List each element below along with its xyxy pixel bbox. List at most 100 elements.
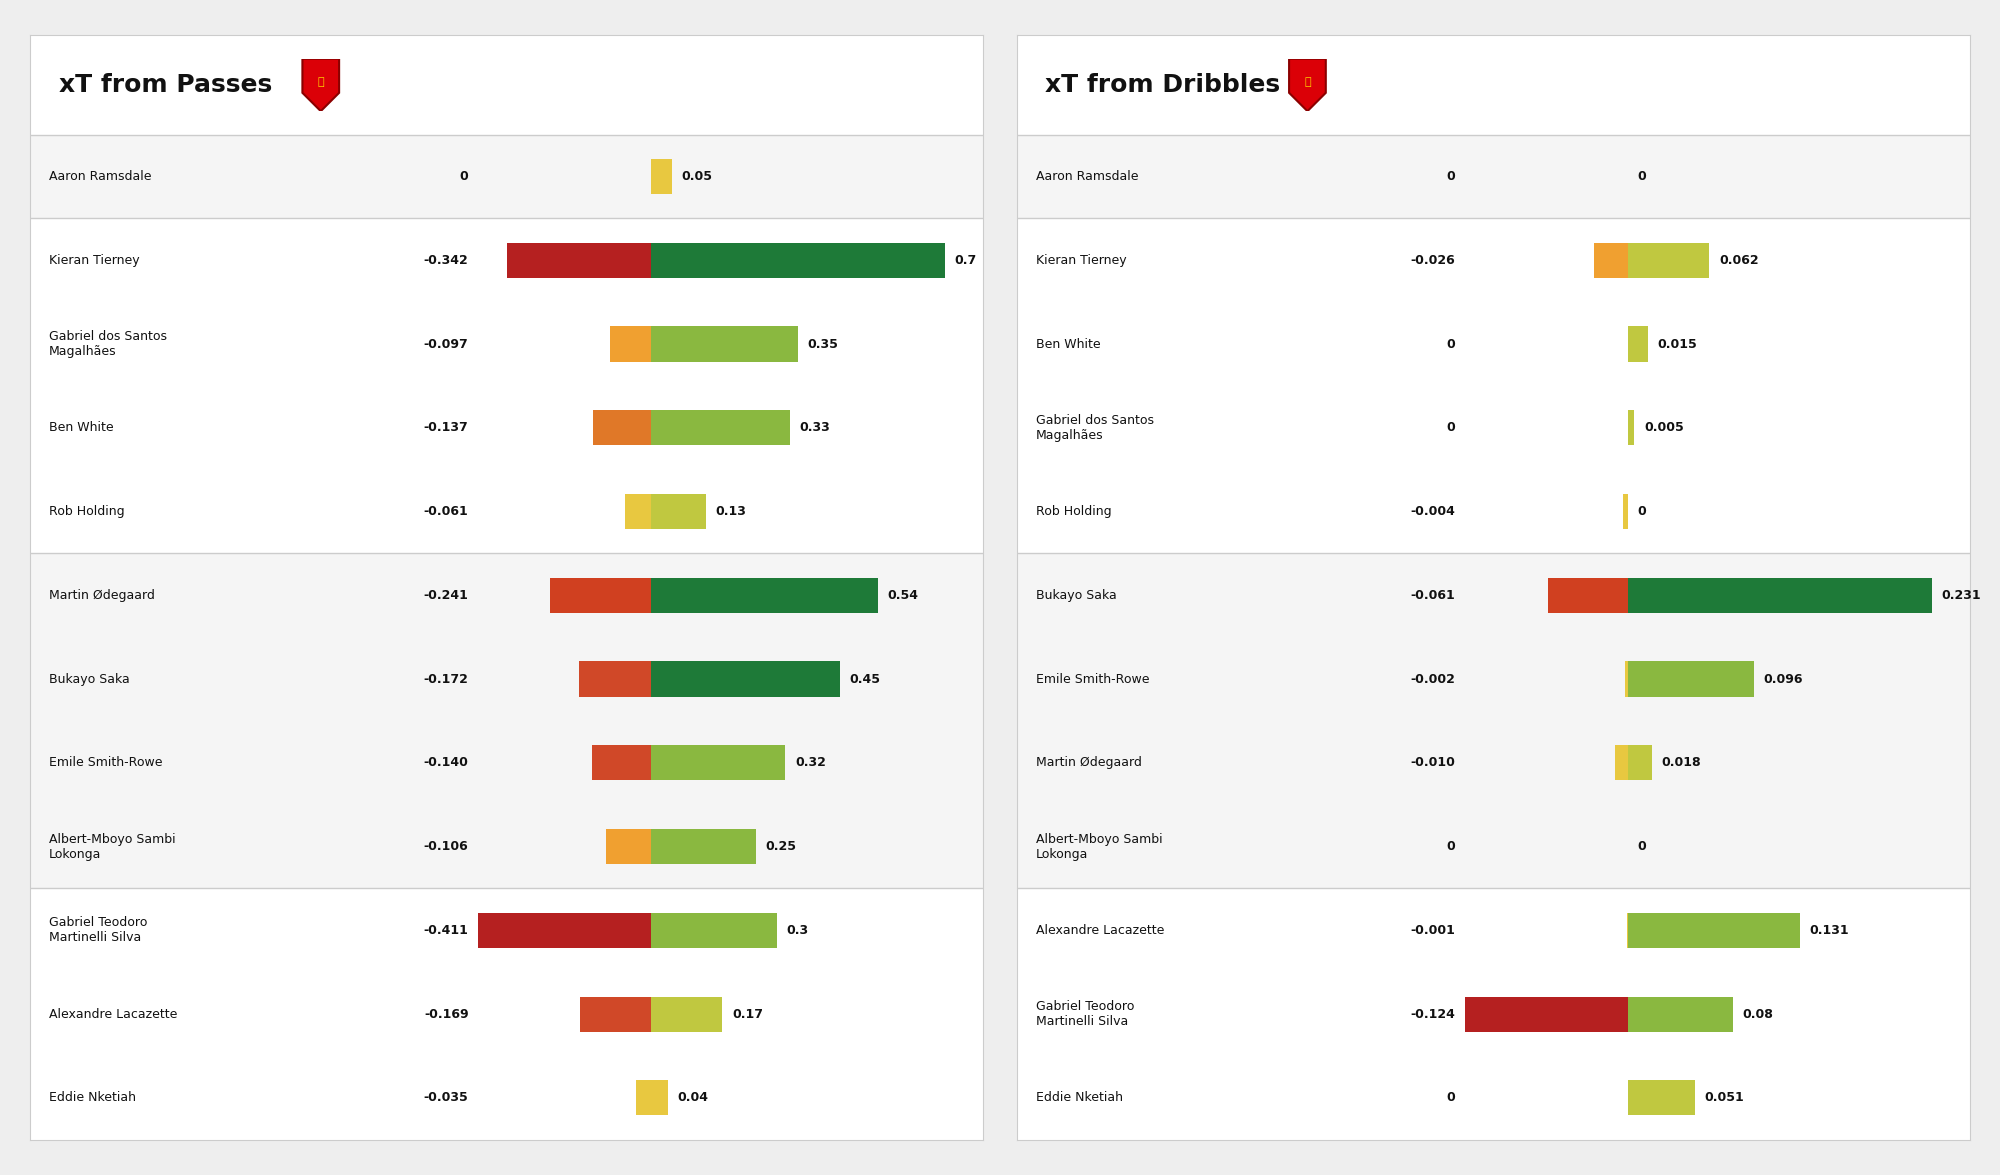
Text: Gabriel dos Santos
Magalhães: Gabriel dos Santos Magalhães bbox=[1036, 414, 1154, 442]
Text: -0.137: -0.137 bbox=[424, 422, 468, 435]
Text: 0.08: 0.08 bbox=[1742, 1008, 1774, 1021]
FancyBboxPatch shape bbox=[636, 1080, 650, 1115]
Text: Rob Holding: Rob Holding bbox=[1036, 505, 1112, 518]
Text: -0.004: -0.004 bbox=[1410, 505, 1456, 518]
Text: -0.342: -0.342 bbox=[424, 254, 468, 267]
FancyBboxPatch shape bbox=[478, 913, 650, 948]
FancyBboxPatch shape bbox=[1626, 662, 1628, 697]
FancyBboxPatch shape bbox=[650, 494, 706, 529]
Text: 0: 0 bbox=[1638, 840, 1646, 853]
Text: 0.13: 0.13 bbox=[716, 505, 746, 518]
FancyBboxPatch shape bbox=[1594, 243, 1628, 277]
FancyBboxPatch shape bbox=[30, 888, 984, 1140]
FancyBboxPatch shape bbox=[30, 135, 984, 219]
Text: 0: 0 bbox=[1446, 337, 1456, 350]
Text: Gabriel Teodoro
Martinelli Silva: Gabriel Teodoro Martinelli Silva bbox=[50, 916, 148, 945]
FancyBboxPatch shape bbox=[1628, 913, 1800, 948]
Text: 0.005: 0.005 bbox=[1644, 422, 1684, 435]
FancyBboxPatch shape bbox=[650, 1080, 668, 1115]
Text: 0.05: 0.05 bbox=[682, 170, 712, 183]
Text: -0.140: -0.140 bbox=[424, 757, 468, 770]
Text: Emile Smith-Rowe: Emile Smith-Rowe bbox=[1036, 672, 1150, 685]
FancyBboxPatch shape bbox=[1628, 996, 1734, 1032]
FancyBboxPatch shape bbox=[650, 913, 778, 948]
Text: Alexandre Lacazette: Alexandre Lacazette bbox=[1036, 924, 1164, 936]
Text: 0: 0 bbox=[1446, 422, 1456, 435]
Text: -0.035: -0.035 bbox=[424, 1092, 468, 1104]
Text: -0.061: -0.061 bbox=[424, 505, 468, 518]
Text: -0.061: -0.061 bbox=[1410, 589, 1456, 602]
Text: 0.018: 0.018 bbox=[1662, 757, 1700, 770]
Text: 0.25: 0.25 bbox=[766, 840, 796, 853]
Text: 0: 0 bbox=[1638, 170, 1646, 183]
Text: -0.001: -0.001 bbox=[1410, 924, 1456, 936]
FancyBboxPatch shape bbox=[650, 159, 672, 194]
FancyBboxPatch shape bbox=[650, 662, 840, 697]
Text: Emile Smith-Rowe: Emile Smith-Rowe bbox=[50, 757, 162, 770]
Text: 0.231: 0.231 bbox=[1942, 589, 1982, 602]
FancyBboxPatch shape bbox=[592, 745, 650, 780]
FancyBboxPatch shape bbox=[610, 327, 650, 362]
FancyBboxPatch shape bbox=[650, 327, 798, 362]
Text: Bukayo Saka: Bukayo Saka bbox=[1036, 589, 1116, 602]
Text: 0.096: 0.096 bbox=[1764, 672, 1804, 685]
Text: 0.54: 0.54 bbox=[888, 589, 918, 602]
Text: 0.33: 0.33 bbox=[800, 422, 830, 435]
FancyBboxPatch shape bbox=[1628, 662, 1754, 697]
FancyBboxPatch shape bbox=[650, 745, 786, 780]
FancyBboxPatch shape bbox=[30, 553, 984, 888]
Text: Martin Ødegaard: Martin Ødegaard bbox=[1036, 757, 1142, 770]
Text: 0.7: 0.7 bbox=[954, 254, 976, 267]
FancyBboxPatch shape bbox=[550, 578, 650, 613]
Text: 0: 0 bbox=[1446, 170, 1456, 183]
FancyBboxPatch shape bbox=[1628, 1080, 1696, 1115]
FancyBboxPatch shape bbox=[650, 830, 756, 864]
Text: 0.062: 0.062 bbox=[1720, 254, 1758, 267]
Text: -0.124: -0.124 bbox=[1410, 1008, 1456, 1021]
FancyBboxPatch shape bbox=[650, 410, 790, 445]
Text: Aaron Ramsdale: Aaron Ramsdale bbox=[50, 170, 152, 183]
Text: Aaron Ramsdale: Aaron Ramsdale bbox=[1036, 170, 1138, 183]
Text: Kieran Tierney: Kieran Tierney bbox=[1036, 254, 1126, 267]
Text: 0: 0 bbox=[460, 170, 468, 183]
FancyBboxPatch shape bbox=[1548, 578, 1628, 613]
Text: Rob Holding: Rob Holding bbox=[50, 505, 124, 518]
Text: 0.35: 0.35 bbox=[808, 337, 838, 350]
Text: 0: 0 bbox=[1446, 840, 1456, 853]
FancyBboxPatch shape bbox=[508, 243, 650, 277]
Text: -0.002: -0.002 bbox=[1410, 672, 1456, 685]
Text: -0.010: -0.010 bbox=[1410, 757, 1456, 770]
Text: Ben White: Ben White bbox=[50, 422, 114, 435]
FancyBboxPatch shape bbox=[578, 662, 650, 697]
Text: Kieran Tierney: Kieran Tierney bbox=[50, 254, 140, 267]
Text: 0.04: 0.04 bbox=[678, 1092, 708, 1104]
FancyBboxPatch shape bbox=[580, 996, 650, 1032]
Text: xT from Passes: xT from Passes bbox=[58, 73, 272, 98]
FancyBboxPatch shape bbox=[30, 35, 984, 135]
Text: 0.3: 0.3 bbox=[786, 924, 808, 936]
Text: Gabriel Teodoro
Martinelli Silva: Gabriel Teodoro Martinelli Silva bbox=[1036, 1000, 1134, 1028]
FancyBboxPatch shape bbox=[1464, 996, 1628, 1032]
Text: Gabriel dos Santos
Magalhães: Gabriel dos Santos Magalhães bbox=[50, 330, 168, 358]
FancyBboxPatch shape bbox=[1016, 219, 1970, 553]
Text: 0.051: 0.051 bbox=[1704, 1092, 1744, 1104]
FancyBboxPatch shape bbox=[650, 243, 946, 277]
Text: Ben White: Ben White bbox=[1036, 337, 1100, 350]
FancyBboxPatch shape bbox=[1016, 553, 1970, 888]
Text: 0.32: 0.32 bbox=[794, 757, 826, 770]
Text: -0.097: -0.097 bbox=[424, 337, 468, 350]
Text: Bukayo Saka: Bukayo Saka bbox=[50, 672, 130, 685]
Text: Alexandre Lacazette: Alexandre Lacazette bbox=[50, 1008, 178, 1021]
Text: Eddie Nketiah: Eddie Nketiah bbox=[50, 1092, 136, 1104]
Text: -0.026: -0.026 bbox=[1410, 254, 1456, 267]
Text: -0.411: -0.411 bbox=[424, 924, 468, 936]
FancyBboxPatch shape bbox=[594, 410, 650, 445]
FancyBboxPatch shape bbox=[1628, 745, 1652, 780]
Text: 0: 0 bbox=[1446, 1092, 1456, 1104]
FancyBboxPatch shape bbox=[606, 830, 650, 864]
FancyBboxPatch shape bbox=[1628, 243, 1710, 277]
Text: -0.106: -0.106 bbox=[424, 840, 468, 853]
FancyBboxPatch shape bbox=[1016, 35, 1970, 135]
Text: 0.015: 0.015 bbox=[1658, 337, 1696, 350]
FancyBboxPatch shape bbox=[1016, 135, 1970, 219]
